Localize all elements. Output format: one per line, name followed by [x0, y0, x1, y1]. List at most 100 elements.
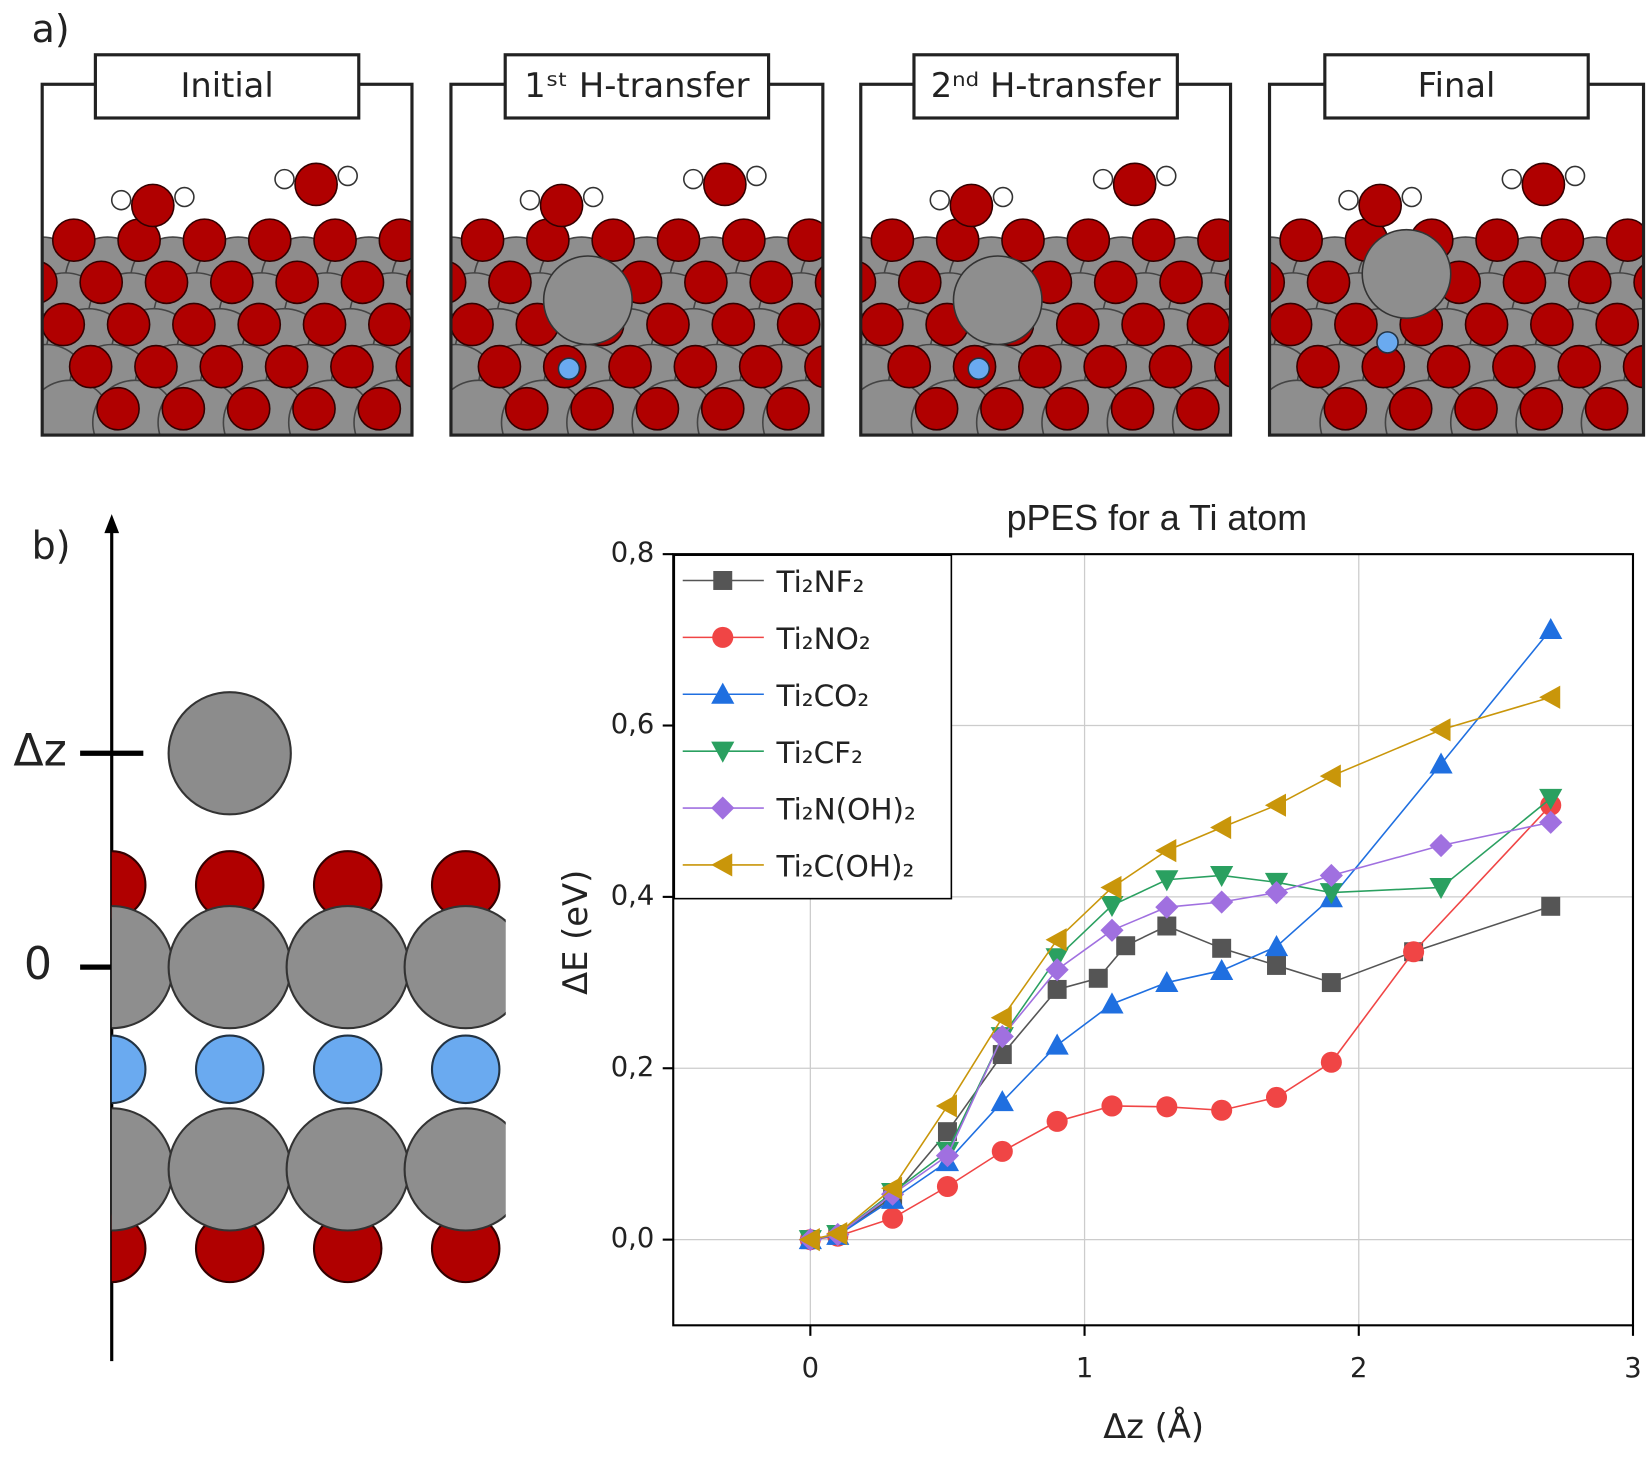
marker	[1046, 1110, 1068, 1132]
ti	[403, 1107, 506, 1232]
marker	[1264, 934, 1289, 957]
o	[1567, 260, 1612, 305]
marker	[711, 853, 733, 877]
marker	[935, 1094, 957, 1118]
water-h	[992, 186, 1014, 208]
o	[1197, 218, 1231, 263]
o	[68, 344, 113, 389]
panel-label: a)	[32, 7, 70, 51]
o	[199, 344, 244, 389]
marker	[1429, 718, 1451, 742]
o	[1306, 260, 1351, 305]
water-o	[1112, 162, 1157, 207]
x-axis-label: Δz (Å)	[1103, 1406, 1204, 1446]
o	[914, 386, 959, 431]
o	[887, 344, 932, 389]
o	[111, 1213, 147, 1284]
marker	[1045, 1033, 1069, 1055]
zero-label: 0	[24, 939, 52, 990]
x-tick-label: 3	[1624, 1353, 1641, 1384]
water-o	[539, 183, 584, 228]
marker	[1155, 895, 1179, 919]
o	[1622, 344, 1644, 389]
o	[1633, 263, 1644, 301]
marker	[990, 1090, 1014, 1112]
n	[550, 1036, 617, 1103]
o	[1045, 386, 1090, 431]
y-axis-label: ΔE (eV)	[556, 870, 595, 995]
water-o	[130, 183, 175, 228]
o	[897, 260, 942, 305]
marker	[1429, 833, 1453, 858]
o	[711, 302, 756, 347]
o	[264, 344, 309, 389]
marker	[1155, 970, 1179, 993]
ti	[1647, 380, 1652, 464]
o	[738, 344, 783, 389]
o	[608, 344, 652, 389]
water-h	[929, 189, 951, 211]
n	[111, 1034, 147, 1105]
o	[646, 302, 690, 347]
ti	[523, 1108, 645, 1230]
marker	[991, 1140, 1013, 1162]
marker	[1157, 916, 1177, 936]
o	[134, 344, 178, 389]
snapshots: Initial 1ˢᵗ H-transfer 2ⁿᵈ H-transfer Final	[0, 53, 1652, 464]
marker	[713, 571, 733, 590]
marker	[1101, 1095, 1123, 1117]
water-h	[1092, 168, 1114, 190]
snapshot-label: 1ˢᵗ H-transfer	[524, 66, 749, 105]
atoms	[0, 84, 412, 436]
o	[209, 260, 254, 305]
marker	[1210, 958, 1234, 981]
ti	[111, 1107, 174, 1232]
water-h	[337, 165, 358, 187]
o	[488, 260, 532, 305]
n	[1376, 331, 1399, 354]
marker	[1539, 788, 1563, 810]
o	[144, 260, 189, 305]
ti-atom	[167, 691, 292, 816]
o	[656, 218, 701, 263]
marker	[1116, 936, 1136, 956]
marker	[1045, 928, 1067, 952]
label-box	[912, 53, 1179, 120]
snapshot-label: Final	[1418, 66, 1496, 105]
legend-label: Ti₂N(OH)₂	[775, 793, 915, 827]
o	[172, 302, 216, 347]
o	[1334, 302, 1378, 347]
marker	[935, 1144, 960, 1168]
n	[557, 357, 581, 381]
o	[980, 386, 1024, 431]
marker	[1265, 1086, 1288, 1108]
marker	[1100, 918, 1124, 942]
o	[0, 219, 30, 261]
n	[967, 357, 991, 381]
ti	[42, 306, 43, 324]
o	[237, 302, 282, 347]
marker	[937, 1122, 957, 1142]
marker	[1429, 877, 1453, 900]
o	[367, 302, 412, 347]
legend-box	[673, 554, 953, 900]
marker	[1100, 875, 1122, 900]
marker	[990, 1024, 1014, 1049]
marker	[1429, 752, 1453, 774]
label-box	[1323, 53, 1590, 120]
water-h	[1564, 165, 1586, 187]
o	[1269, 302, 1313, 347]
marker	[1155, 839, 1177, 863]
marker	[1319, 764, 1341, 788]
o	[804, 344, 823, 389]
o	[870, 218, 915, 263]
marker	[990, 1006, 1012, 1030]
o	[1540, 218, 1585, 263]
o	[450, 302, 494, 347]
o	[1055, 302, 1100, 347]
marker	[1210, 865, 1234, 888]
marker	[1210, 815, 1232, 840]
o	[721, 218, 766, 263]
ti	[167, 1107, 292, 1232]
marker	[1541, 896, 1561, 916]
